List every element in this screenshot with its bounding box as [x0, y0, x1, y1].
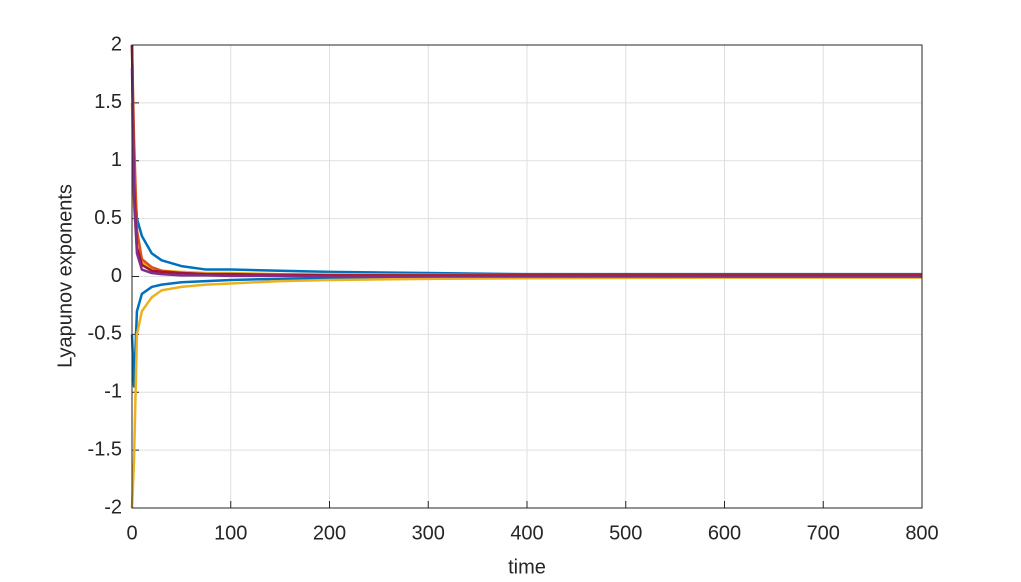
x-tick-label: 0 — [126, 522, 137, 544]
y-tick-label: -2 — [104, 496, 122, 518]
x-axis-label: time — [508, 556, 546, 578]
y-axis-label: Lyapunov exponents — [54, 184, 76, 368]
y-tick-label: 2 — [111, 33, 122, 55]
x-tick-label: 200 — [313, 522, 346, 544]
y-tick-label: 0 — [111, 265, 122, 287]
x-tick-label: 400 — [510, 522, 543, 544]
x-tick-label: 700 — [807, 522, 840, 544]
y-tick-label: 0.5 — [94, 207, 122, 229]
y-tick-label: 1 — [111, 149, 122, 171]
x-tick-label: 800 — [905, 522, 938, 544]
x-tick-label: 300 — [412, 522, 445, 544]
plot-frame — [131, 44, 923, 509]
x-tick-label: 600 — [708, 522, 741, 544]
y-tick-label: 1.5 — [94, 91, 122, 113]
series-line — [130, 44, 922, 276]
series-line — [130, 276, 922, 509]
y-tick-label: -0.5 — [88, 323, 122, 345]
y-tick-label: -1 — [104, 381, 122, 403]
series-line — [130, 68, 922, 278]
x-tick-label: 500 — [609, 522, 642, 544]
x-tick-label: 100 — [214, 522, 247, 544]
y-tick-label: -1.5 — [88, 438, 122, 460]
